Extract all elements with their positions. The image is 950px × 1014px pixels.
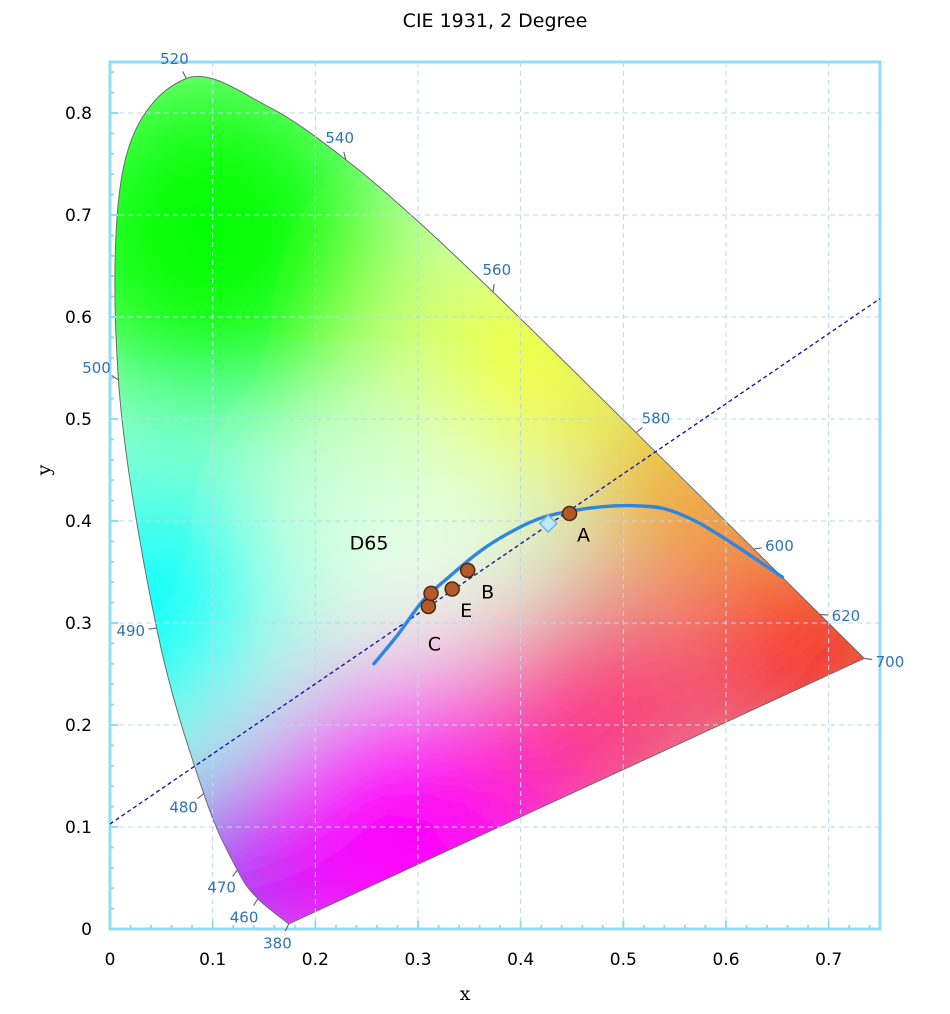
spectral-locus-outline [114,76,866,925]
x-tick-label: 0.1 [199,950,226,970]
y-tick-label: 0.1 [65,818,92,838]
white-point-marker [444,581,460,597]
wavelength-label: 490 [116,622,145,640]
gamut-fill [114,76,865,924]
wavelength-tick [197,793,205,800]
wavelength-tick [148,627,157,630]
y-tick-label: 0.6 [65,308,92,328]
gamut-cyan-region [114,480,280,740]
gamut-pink-region [480,600,720,840]
white-point-label: C [428,633,441,655]
white-point-marker [459,562,476,579]
white-point-label: E [460,600,472,622]
y-tick-label: 0.4 [65,512,92,532]
wavelength-label: 380 [263,935,292,953]
x-tick-label: 0.4 [507,950,534,970]
white-point-label: D65 [350,532,389,554]
wavelength-tick [492,284,495,293]
wavelength-label: 700 [876,653,905,671]
wavelength-label: 540 [325,129,354,147]
gamut-yellow-region [425,275,615,465]
reference-line [109,298,881,825]
white-point-label: A [577,524,590,546]
wavelength-tick [284,923,290,932]
wavelength-label: 480 [169,799,198,817]
y-tick-label: 0.2 [65,716,92,736]
wavelength-label: 500 [82,359,111,377]
wavelength-label: 580 [642,409,671,427]
white-points: A B C D65 E [350,505,590,655]
diamond-marker [538,514,558,534]
y-tick-label: 0.5 [65,410,92,430]
gamut-orange-region [600,400,780,580]
wavelength-tick [253,898,259,906]
white-point-marker [420,598,437,615]
y-tick-label: 0.3 [65,614,92,634]
x-tick-label: 0.2 [302,950,329,970]
wavelength-tick [343,151,347,160]
x-tick-label: 0 [105,950,116,970]
y-tick-label: 0 [81,920,92,940]
wavelength-tick [182,71,187,79]
axis-ticks: 0 0.1 0.2 0.3 0.4 0.5 0.6 0.7 0 0.1 0.2 0.3 0.4 0.5 0.… [65,71,871,970]
wavelength-tick [753,547,762,550]
white-point-marker [561,505,578,522]
y-tick-label: 0.7 [65,206,92,226]
wavelength-label: 600 [765,537,794,555]
y-tick-label: 0.8 [65,104,92,124]
gamut-red-region [710,540,865,760]
wavelength-label: 620 [832,607,861,625]
x-axis-title: x [460,983,471,1005]
wavelength-label: 460 [230,908,259,926]
wavelength-tick [111,374,119,381]
wavelength-label: 520 [160,50,189,68]
wavelength-tick [635,427,643,434]
chart-title: CIE 1931, 2 Degree [403,10,588,32]
x-tick-label: 0.6 [712,950,739,970]
white-point-label: B [481,581,494,603]
x-tick-label: 0.5 [610,950,637,970]
wavelength-label: 560 [483,261,512,279]
wavelength-tick [232,869,238,877]
plot-frame [108,60,882,931]
wavelength-label: 470 [207,879,236,897]
x-tick-label: 0.7 [815,950,842,970]
wavelength-tick [864,657,873,661]
white-point-marker [423,585,439,602]
gamut-white-region [345,495,495,645]
x-tick-label: 0.3 [404,950,431,970]
y-axis-title: y [33,464,55,476]
